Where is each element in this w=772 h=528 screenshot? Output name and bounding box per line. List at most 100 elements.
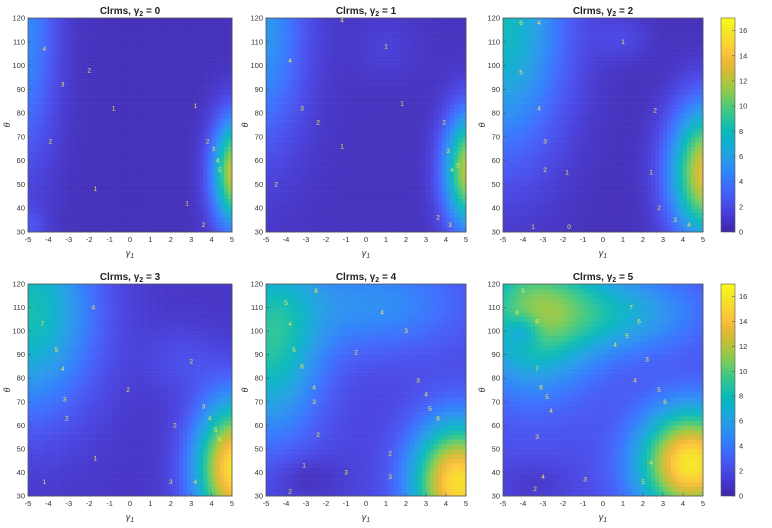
- heatmap-cell: [97, 41, 102, 47]
- heatmap-cell: [60, 60, 66, 66]
- heatmap-cell: [40, 227, 45, 233]
- heatmap-cell: [113, 212, 119, 219]
- heatmap-cell: [28, 46, 33, 52]
- heatmap-cell: [89, 189, 94, 195]
- heatmap-cell: [85, 151, 90, 157]
- heatmap-cell: [109, 160, 115, 166]
- heatmap-cell: [40, 155, 45, 162]
- heatmap-cell: [40, 184, 45, 190]
- heatmap-cell: [85, 70, 90, 76]
- heatmap-cell: [52, 151, 57, 157]
- heatmap-cell: [60, 37, 66, 43]
- heatmap-cell: [85, 122, 90, 128]
- heatmap-cell: [81, 46, 86, 52]
- heatmap-cell: [81, 146, 86, 152]
- heatmap-cell: [72, 165, 78, 171]
- y-tick-label: 30: [255, 228, 263, 237]
- heatmap-cell: [72, 108, 78, 114]
- heatmap-cell: [64, 56, 70, 62]
- heatmap-cell: [64, 94, 70, 100]
- heatmap-cell: [36, 46, 41, 52]
- heatmap-cell: [52, 94, 57, 100]
- x-tick-label: -4: [45, 235, 52, 244]
- heatmap-cell: [28, 160, 33, 166]
- heatmap-cell: [113, 56, 119, 62]
- heatmap-cell: [85, 60, 90, 66]
- heatmap-cell: [105, 117, 110, 124]
- heatmap-cell: [93, 89, 98, 95]
- heatmap-cell: [32, 32, 37, 38]
- heatmap-cell: [68, 198, 74, 204]
- x-axis-label-sub: 1: [130, 253, 134, 260]
- heatmap-cell: [93, 18, 98, 24]
- heatmap-cell: [85, 56, 90, 62]
- heatmap-cell: [113, 79, 119, 85]
- heatmap-cell: [28, 222, 33, 228]
- heatmap-cell: [56, 132, 62, 138]
- heatmap-cell: [81, 37, 86, 43]
- heatmap-cell: [52, 179, 57, 185]
- heatmap-cell: [32, 174, 37, 181]
- heatmap-cell: [64, 37, 70, 43]
- heatmap-cell: [81, 174, 86, 181]
- heatmap-cell: [28, 132, 33, 138]
- heatmap-cell: [40, 165, 45, 171]
- heatmap-cell: [105, 170, 110, 176]
- heatmap-cell: [97, 208, 102, 214]
- heatmap-cell: [36, 18, 41, 24]
- heatmap-cell: [117, 184, 123, 190]
- heatmap-cell: [44, 227, 49, 233]
- heatmap-cell: [97, 84, 102, 90]
- heatmap-cell: [97, 141, 102, 147]
- heatmap-cell: [32, 155, 37, 162]
- contour-label: 3: [448, 222, 452, 229]
- heatmap-cell: [48, 117, 53, 124]
- heatmap-cell: [36, 65, 41, 71]
- heatmap-cell: [56, 227, 62, 233]
- heatmap-cell: [68, 179, 74, 185]
- heatmap-cell: [81, 165, 86, 171]
- heatmap-cell: [48, 60, 53, 66]
- heatmap-cell: [52, 189, 57, 195]
- panel-title-title-main: Clrms,: [100, 6, 134, 17]
- heatmap-cell: [52, 203, 57, 209]
- heatmap-cell: [60, 46, 66, 52]
- heatmap-cell: [64, 79, 70, 85]
- heatmap-cell: [105, 103, 110, 109]
- heatmap-cell: [85, 170, 90, 176]
- heatmap-cell: [93, 108, 98, 114]
- heatmap-cell: [32, 18, 37, 24]
- contour-label: 2: [87, 67, 91, 74]
- heatmap-cell: [56, 79, 62, 85]
- heatmap-cell: [72, 222, 78, 228]
- heatmap-cell: [40, 103, 45, 109]
- heatmap-cell: [85, 51, 90, 57]
- heatmap-cell: [28, 117, 33, 124]
- heatmap-cell: [36, 227, 41, 233]
- heatmap-cell: [109, 141, 115, 147]
- heatmap-cell: [32, 184, 37, 190]
- heatmap-cell: [44, 170, 49, 176]
- heatmap-cell: [97, 165, 102, 171]
- heatmap-cell: [85, 174, 90, 181]
- heatmap-cell: [89, 165, 94, 171]
- heatmap-cell: [109, 165, 115, 171]
- heatmap-cell: [28, 27, 33, 33]
- heatmap-cell: [68, 117, 74, 124]
- heatmap-cell: [56, 193, 62, 200]
- heatmap-cell: [32, 46, 37, 52]
- heatmap-cell: [97, 75, 102, 81]
- heatmap-cell: [64, 217, 70, 223]
- heatmap-cell: [48, 132, 53, 138]
- heatmap-cell: [113, 27, 119, 33]
- heatmap-cell: [105, 136, 110, 143]
- heatmap-cell: [60, 198, 66, 204]
- heatmap-cell: [109, 151, 115, 157]
- heatmap-cell: [68, 141, 74, 147]
- heatmap-cell: [101, 217, 106, 223]
- heatmap-cell: [113, 89, 119, 95]
- heatmap-cell: [68, 189, 74, 195]
- heatmap-cell: [97, 117, 102, 124]
- heatmap-cell: [105, 151, 110, 157]
- heatmap-cell: [32, 60, 37, 66]
